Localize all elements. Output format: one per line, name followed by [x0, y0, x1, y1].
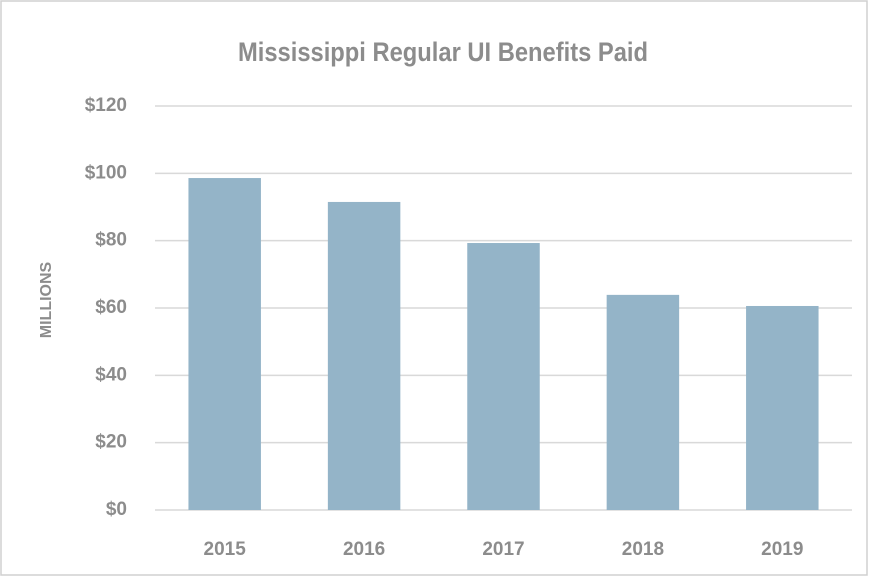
- bar: [746, 305, 819, 510]
- x-tick-label: 2015: [204, 539, 247, 560]
- bar: [188, 178, 261, 510]
- y-tick-label: $120: [85, 95, 127, 116]
- y-tick-label: $40: [95, 364, 127, 385]
- y-tick-label: $80: [95, 230, 127, 251]
- x-tick-label: 2019: [761, 539, 803, 560]
- x-tick-label: 2017: [482, 539, 524, 560]
- bar: [606, 294, 680, 510]
- x-tick-label: 2016: [343, 539, 385, 560]
- chart-title: Mississippi Regular UI Benefits Paid: [238, 37, 648, 67]
- y-tick-label: $0: [106, 499, 127, 520]
- y-tick-label: $60: [95, 297, 127, 318]
- bar: [327, 201, 401, 510]
- y-axis-label: MILLIONS: [38, 261, 55, 338]
- bar: [467, 243, 540, 511]
- y-tick-label: $20: [95, 432, 127, 453]
- y-tick-label: $100: [85, 162, 127, 183]
- x-tick-label: 2018: [622, 539, 664, 560]
